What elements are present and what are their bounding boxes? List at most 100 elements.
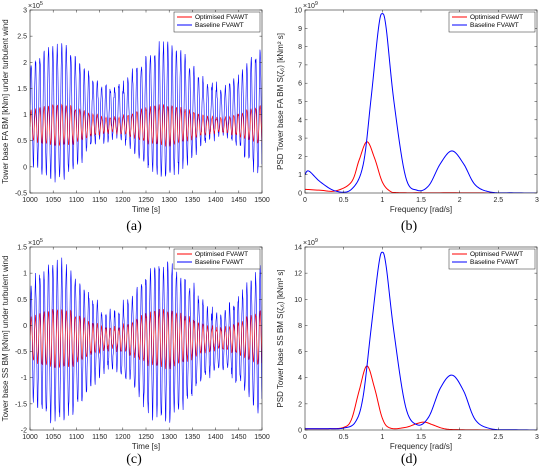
x-tick-label: 2.5: [493, 197, 503, 204]
y-tick-label: 0.5: [17, 297, 27, 304]
x-tick-label: 1: [380, 434, 384, 441]
legend-box: [173, 11, 261, 33]
legend-entry: Optimised FVAWT: [195, 14, 248, 21]
series-group: [30, 257, 262, 424]
legend-entry: Optimised FVAWT: [470, 14, 523, 21]
y-tick-label: 3: [23, 8, 27, 15]
series-line: [30, 308, 262, 370]
y-exponent: ×105: [28, 238, 43, 247]
y-tick-label: 1: [298, 172, 302, 179]
y-tick-label: 0: [23, 323, 27, 330]
legend-entry: Optimised FVAWT: [195, 251, 248, 258]
x-tick-label: 1400: [208, 434, 224, 441]
legend-entry: Baseline FVAWT: [195, 259, 244, 266]
plot-area: [30, 247, 262, 430]
x-tick-label: 1150: [92, 197, 107, 204]
y-tick-label: 4: [298, 375, 302, 382]
y-exponent: ×105: [28, 1, 43, 10]
x-tick-label: 3: [535, 434, 539, 441]
caption-b: (b): [400, 219, 418, 234]
y-tick-label: 10: [294, 297, 302, 304]
chart-c: 1000 1050 1100 1150 1200 1250 1300 1350 1400 1450…: [1, 238, 270, 451]
x-tick-label: 1350: [185, 434, 201, 441]
caption-d: (d): [400, 452, 418, 467]
y-exponent: ×109: [303, 1, 318, 10]
legend-box: [173, 248, 261, 270]
series-line: [30, 257, 262, 424]
x-tick-label: 1100: [69, 434, 84, 441]
series-line: [30, 103, 262, 147]
y-tick-label: 0: [298, 428, 302, 435]
x-tick-label: 1400: [208, 197, 224, 204]
x-tick-label: 1100: [69, 197, 84, 204]
y-tick-label: 1: [23, 112, 27, 119]
caption-a: (a): [126, 219, 142, 234]
x-tick-label: 1350: [185, 197, 201, 204]
x-axis-label: Time [s]: [132, 442, 160, 451]
x-tick-label: 1300: [161, 434, 177, 441]
legend-box: [448, 248, 536, 270]
x-tick-label: 2.5: [493, 434, 503, 441]
y-tick-label: 2: [23, 60, 27, 67]
x-axis-label: Frequency [rad/s]: [390, 442, 452, 451]
y-tick-label: 7: [298, 62, 302, 69]
y-tick-label: 14: [294, 245, 302, 252]
x-tick-label: 1150: [92, 434, 107, 441]
y-tick-label: 2.5: [17, 34, 27, 41]
x-tick-label: 1300: [161, 197, 177, 204]
plot-area: [305, 10, 537, 193]
x-tick-label: 1: [380, 197, 384, 204]
series-line: [305, 365, 537, 430]
x-tick-label: 1450: [231, 197, 247, 204]
y-tick-label: 3: [298, 136, 302, 143]
x-tick-label: 1250: [138, 434, 154, 441]
y-tick-label: 12: [294, 271, 302, 278]
x-tick-label: 1200: [115, 197, 131, 204]
y-tick-label: 9: [298, 26, 302, 33]
x-tick-label: 0: [303, 434, 307, 441]
series-line: [30, 41, 262, 183]
legend-entry: Optimised FVAWT: [470, 251, 523, 258]
y-axis-label: Tower base FA BM [kNm] under turbulent w…: [1, 19, 10, 184]
chart-d: 0 0.5 1 1.5 2 2.5 3 0 2 4 6 8 10 12 14×109 Frequency [r…: [276, 238, 539, 451]
legend-box: [448, 11, 536, 33]
y-tick-label: 6: [298, 81, 302, 88]
x-tick-label: 1500: [254, 197, 270, 204]
series-group: [30, 41, 262, 183]
y-tick-label: 8: [298, 323, 302, 330]
x-tick-label: 1.5: [416, 197, 426, 204]
x-tick-label: 1500: [254, 434, 270, 441]
x-tick-label: 3: [535, 197, 539, 204]
x-tick-label: 1250: [138, 197, 154, 204]
y-tick-label: -2: [21, 428, 27, 435]
x-tick-label: 0.5: [339, 197, 349, 204]
series-line: [305, 13, 537, 193]
x-tick-label: 2: [458, 434, 462, 441]
y-tick-label: -1: [21, 375, 27, 382]
y-tick-label: -1.5: [15, 401, 27, 408]
y-exponent: ×109: [303, 238, 318, 247]
x-axis-label: Time [s]: [132, 205, 160, 214]
legend-entry: Baseline FVAWT: [470, 22, 519, 29]
y-tick-label: 2: [298, 401, 302, 408]
plot-area: [305, 247, 537, 430]
plot-area: [30, 10, 262, 193]
series-line: [305, 251, 537, 430]
y-tick-label: -0.5: [15, 349, 27, 356]
y-tick-label: 1: [23, 271, 27, 278]
y-tick-label: 10: [294, 8, 302, 15]
chart-a: 1000 1050 1100 1150 1200 1250 1300 1350 1400 1450…: [1, 1, 270, 214]
x-tick-label: 0: [303, 197, 307, 204]
x-tick-label: 0.5: [339, 434, 349, 441]
y-tick-label: 5: [298, 99, 302, 106]
y-tick-label: 0: [23, 164, 27, 171]
y-axis-label: PSD Tower base FA BM S(ζ₆) [kNm² s]: [276, 33, 285, 170]
x-tick-label: 1050: [45, 197, 61, 204]
series-group: [305, 251, 537, 430]
y-tick-label: 2: [298, 154, 302, 161]
x-tick-label: 1000: [22, 434, 38, 441]
chart-b: 0 0.5 1 1.5 2 2.5 3 0 1 2 3 4 5 6 7 8 9 10×109 Frequency […: [276, 1, 539, 214]
x-tick-label: 1450: [231, 434, 247, 441]
y-axis-label: PSD Tower base SS BM S(ζ₆) [kNm² s]: [276, 269, 285, 407]
y-tick-label: 1.5: [17, 245, 27, 252]
